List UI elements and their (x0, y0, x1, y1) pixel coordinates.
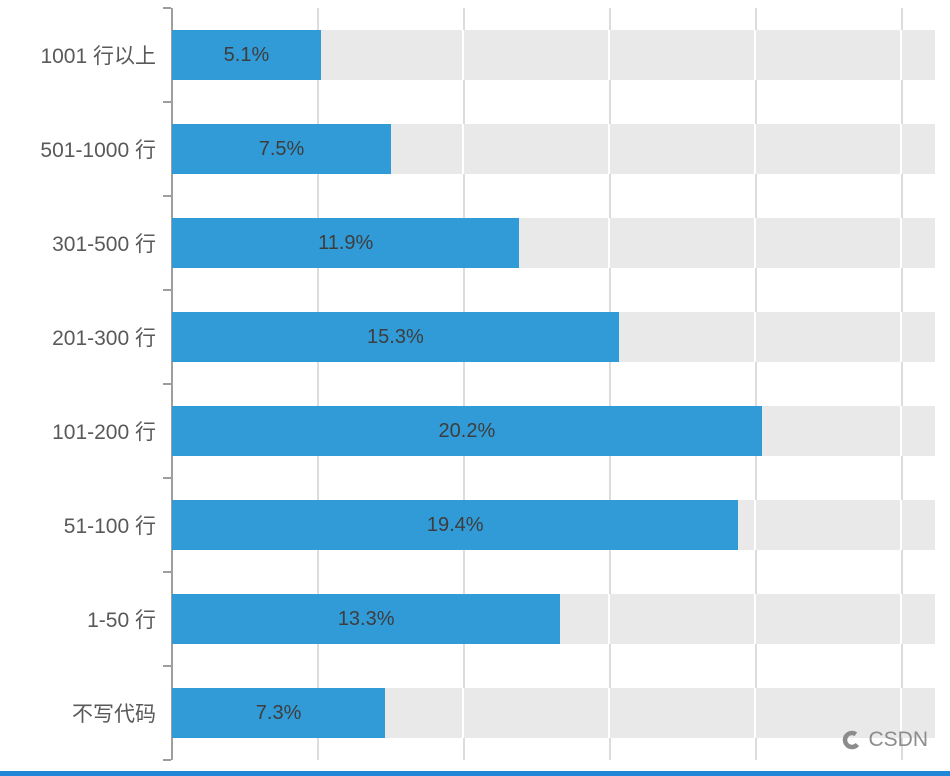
bar-track: 15.3% (172, 290, 935, 384)
bar-track: 7.3% (172, 666, 935, 760)
bar: 19.4% (172, 500, 739, 550)
bar: 13.3% (172, 594, 561, 644)
gridline (901, 8, 903, 760)
bar-track: 20.2% (172, 384, 935, 478)
axis-tick (163, 289, 171, 291)
axis-tick (163, 195, 171, 197)
chart-row: 不写代码 7.3% (0, 666, 950, 760)
chart-row: 201-300 行 15.3% (0, 290, 950, 384)
bar-track: 13.3% (172, 572, 935, 666)
csdn-logo-icon (843, 730, 862, 750)
bar: 15.3% (172, 312, 619, 362)
value-label: 11.9% (318, 231, 374, 254)
axis-tick (163, 477, 171, 479)
chart-row: 301-500 行 11.9% (0, 196, 950, 290)
chart-row: 501-1000 行 7.5% (0, 102, 950, 196)
bar: 11.9% (172, 218, 520, 268)
chart-row: 101-200 行 20.2% (0, 384, 950, 478)
bar-track: 19.4% (172, 478, 935, 572)
bar-track: 5.1% (172, 8, 935, 102)
bar: 20.2% (172, 406, 762, 456)
category-label: 301-500 行 (52, 233, 156, 256)
category-label: 1-50 行 (87, 609, 156, 632)
category-label: 501-1000 行 (40, 139, 156, 162)
axis-tick (163, 101, 171, 103)
bottom-accent-line (0, 771, 950, 776)
chart-row: 1-50 行 13.3% (0, 572, 950, 666)
bar-track: 11.9% (172, 196, 935, 290)
axis-tick (163, 759, 171, 761)
bar: 7.5% (172, 124, 391, 174)
axis-tick (163, 383, 171, 385)
value-label: 20.2% (438, 419, 496, 442)
value-label: 7.3% (255, 701, 302, 724)
chart-row: 1001 行以上 5.1% (0, 8, 950, 102)
category-label: 1001 行以上 (40, 45, 156, 68)
gridline (609, 8, 611, 760)
value-label: 13.3% (337, 607, 395, 630)
axis-tick (163, 571, 171, 573)
bar: 5.1% (172, 30, 321, 80)
gridline (317, 8, 319, 760)
value-label: 19.4% (426, 513, 484, 536)
y-axis-line (171, 8, 173, 760)
gridline (755, 8, 757, 760)
gridline (463, 8, 465, 760)
csdn-watermark: CSDN (841, 728, 928, 752)
value-label: 15.3% (367, 325, 424, 348)
chart-row: 51-100 行 19.4% (0, 478, 950, 572)
bar: 7.3% (172, 688, 386, 738)
axis-tick (163, 7, 171, 9)
value-label: 7.5% (258, 137, 305, 160)
category-label: 不写代码 (72, 703, 156, 726)
category-label: 101-200 行 (52, 421, 156, 444)
category-label: 51-100 行 (63, 515, 156, 538)
chart-rows: 1001 行以上 5.1% 501-1000 行 7.5% 301-500 行 11.9%… (0, 8, 950, 760)
value-label: 5.1% (223, 43, 270, 66)
watermark-text: CSDN (868, 728, 928, 751)
axis-tick (163, 665, 171, 667)
bar-track: 7.5% (172, 102, 935, 196)
category-label: 201-300 行 (52, 327, 156, 350)
